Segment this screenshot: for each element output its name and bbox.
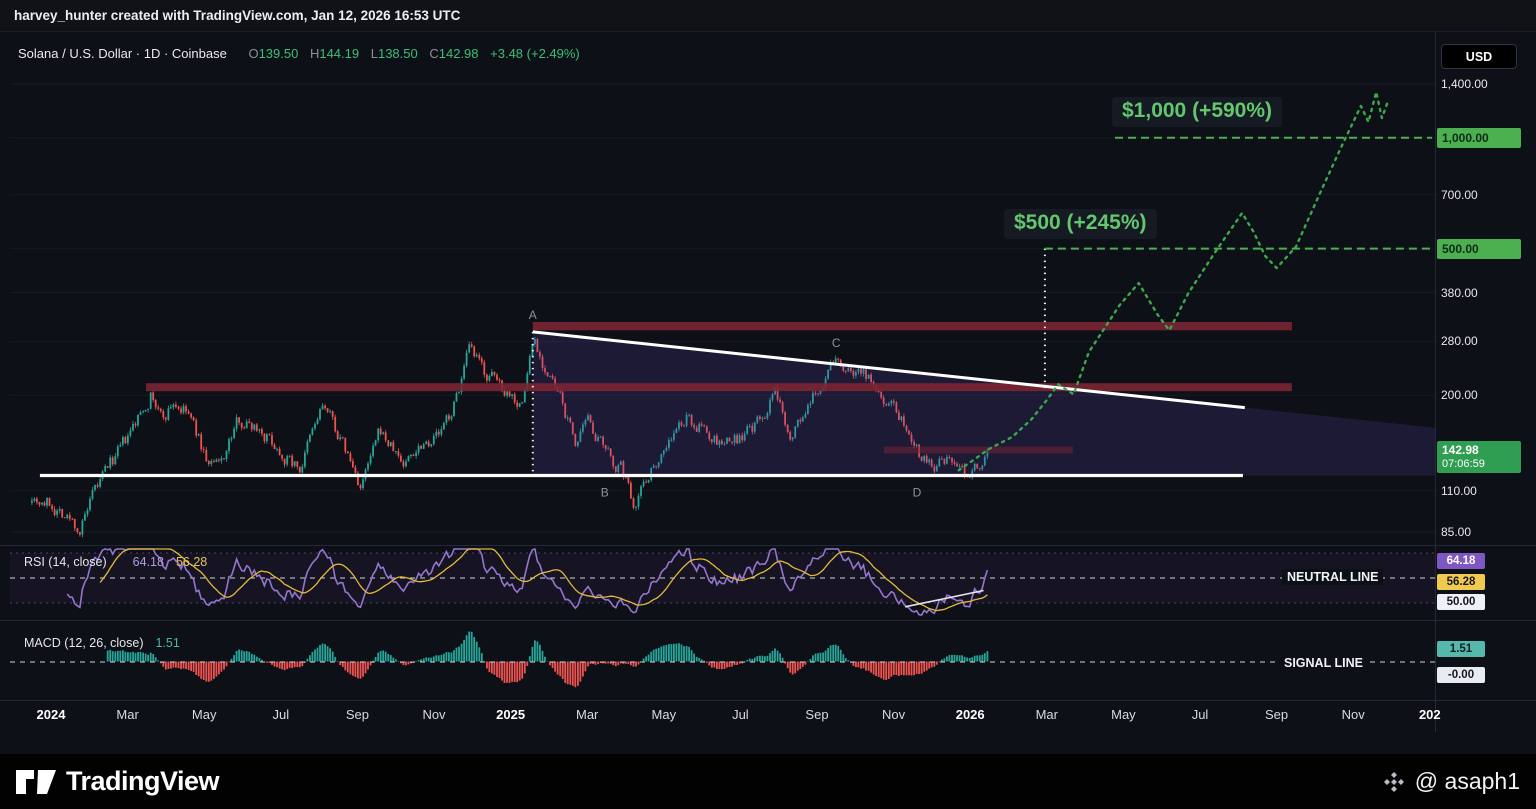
tradingview-icon xyxy=(16,769,56,794)
signal-line-label: SIGNAL LINE xyxy=(1279,655,1368,671)
time-tick-label: Nov xyxy=(1341,707,1365,722)
time-tick-label: Jul xyxy=(732,707,749,722)
svg-text:C: C xyxy=(832,336,841,350)
price-tick-label: 200.00 xyxy=(1441,388,1478,403)
price-tick-label: 1,400.00 xyxy=(1441,76,1488,91)
price-level-label: 1,000.00 xyxy=(1437,127,1521,148)
binance-diamond-icon xyxy=(1383,771,1404,792)
rsi-title-text: RSI (14, close) xyxy=(24,555,107,569)
close-label: C xyxy=(429,46,439,61)
high-value: 144.19 xyxy=(319,46,360,61)
time-tick-label: Mar xyxy=(575,707,599,722)
time-tick-label: Jul xyxy=(272,707,290,722)
open-label: O xyxy=(248,46,259,61)
svg-text:B: B xyxy=(601,486,609,500)
time-tick-label: 2024 xyxy=(36,707,66,722)
time-tick-label: 202 xyxy=(1418,707,1441,722)
time-tick-label: 2026 xyxy=(955,707,985,722)
chart-canvas[interactable]: A B C D xyxy=(0,0,1536,755)
price-tick-label: 110.00 xyxy=(1441,483,1477,498)
price-tick-label: 380.00 xyxy=(1441,285,1478,300)
current-price-label: 142.98 07:06:59 xyxy=(1437,440,1521,473)
macd-title-text: MACD (12, 26, close) xyxy=(24,636,144,650)
change-value: +3.48 (+2.49%) xyxy=(490,46,580,61)
price-level-label: 500.00 xyxy=(1437,238,1521,259)
current-price-value: 142.98 xyxy=(1442,442,1479,457)
high-label: H xyxy=(309,46,320,61)
footer-bar: TradingView @ asaph1 xyxy=(0,754,1536,809)
time-tick-label: May xyxy=(191,707,217,722)
macd-value-label: 1.51 xyxy=(1437,641,1485,657)
open-value: 139.50 xyxy=(258,46,299,61)
price-target-1000-label[interactable]: $1,000 (+590%) xyxy=(1112,97,1283,127)
bar-countdown: 07:06:59 xyxy=(1442,457,1485,470)
rsi-pane-title[interactable]: RSI (14, close) 64.18 56.28 xyxy=(24,555,207,569)
low-value: 138.50 xyxy=(377,46,418,61)
symbol-title[interactable]: Solana / U.S. Dollar · 1D · Coinbase xyxy=(18,46,227,61)
time-tick-label: 2025 xyxy=(496,707,526,722)
attribution-bar: harvey_hunter created with TradingView.c… xyxy=(0,0,1536,32)
rsi-value-label: 50.00 xyxy=(1437,594,1485,610)
rsi-current-value: 64.18 xyxy=(132,555,164,569)
time-tick-label: Sep xyxy=(805,707,829,722)
symbol-status-line: Solana / U.S. Dollar · 1D · Coinbase O13… xyxy=(18,46,580,61)
svg-text:A: A xyxy=(529,308,537,322)
price-target-500-label[interactable]: $500 (+245%) xyxy=(1004,209,1157,239)
low-label: L xyxy=(370,46,378,61)
time-tick-label: Mar xyxy=(116,707,139,722)
time-tick-label: Jul xyxy=(1191,707,1209,722)
currency-toggle-usd[interactable]: USD xyxy=(1441,44,1517,69)
price-tick-label: 280.00 xyxy=(1441,334,1478,349)
tradingview-logo[interactable]: TradingView xyxy=(16,766,220,797)
svg-text:D: D xyxy=(913,486,922,500)
price-tick-label: 700.00 xyxy=(1441,187,1478,202)
rsi-ma-value: 56.28 xyxy=(175,555,208,569)
time-tick-label: Mar xyxy=(1035,707,1058,722)
time-tick-label: Sep xyxy=(1265,707,1289,722)
macd-value-label: -0.00 xyxy=(1437,667,1485,683)
time-tick-label: Nov xyxy=(882,707,906,722)
close-value: 142.98 xyxy=(438,46,479,61)
price-tick-label: 85.00 xyxy=(1441,524,1472,539)
handle-text: @ asaph1 xyxy=(1414,768,1520,794)
time-tick-label: Nov xyxy=(422,707,446,722)
time-tick-label: May xyxy=(651,707,677,722)
rsi-value-label: 64.18 xyxy=(1437,553,1485,569)
neutral-line-label: NEUTRAL LINE xyxy=(1282,569,1384,585)
rsi-value-label: 56.28 xyxy=(1437,573,1485,590)
brand-text: TradingView xyxy=(66,766,220,796)
author-handle: @ asaph1 xyxy=(1382,768,1520,795)
macd-current-value: 1.51 xyxy=(155,636,180,650)
time-tick-label: Sep xyxy=(345,707,369,722)
time-tick-label: May xyxy=(1111,707,1136,722)
macd-pane-title[interactable]: MACD (12, 26, close) 1.51 xyxy=(24,636,180,650)
attribution-text: harvey_hunter created with TradingView.c… xyxy=(14,8,461,23)
